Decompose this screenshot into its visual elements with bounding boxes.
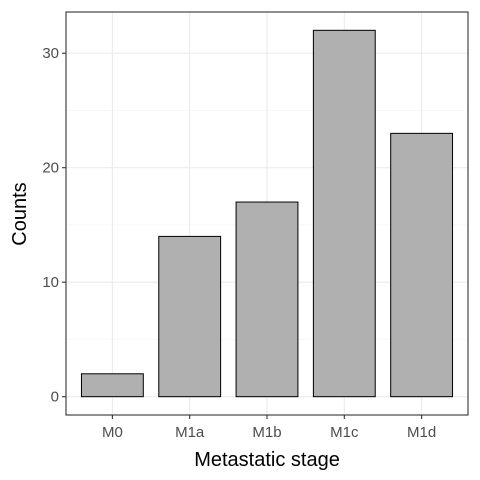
y-tick-label: 20 (42, 160, 59, 177)
x-tick-label: M0 (102, 424, 123, 441)
x-tick-label: M1b (252, 424, 281, 441)
y-axis-ticks: 0 10 20 30 (42, 45, 66, 406)
x-axis-title: Metastatic stage (194, 449, 340, 471)
bar-m1b (235, 201, 299, 398)
bars (80, 29, 454, 398)
bar-m0 (80, 373, 144, 398)
x-tick-label: M1c (330, 424, 359, 441)
y-axis-title: Counts (9, 182, 31, 245)
bar-m1c (312, 29, 376, 398)
y-tick-label: 10 (42, 274, 59, 291)
bar-m1d (390, 132, 454, 398)
x-tick-label: M1a (175, 424, 205, 441)
x-axis-ticks: M0 M1a M1b M1c M1d (102, 415, 436, 441)
y-tick-label: 0 (51, 389, 59, 406)
y-tick-label: 30 (42, 45, 59, 62)
bar-m1a (158, 235, 222, 398)
x-tick-label: M1d (407, 424, 436, 441)
